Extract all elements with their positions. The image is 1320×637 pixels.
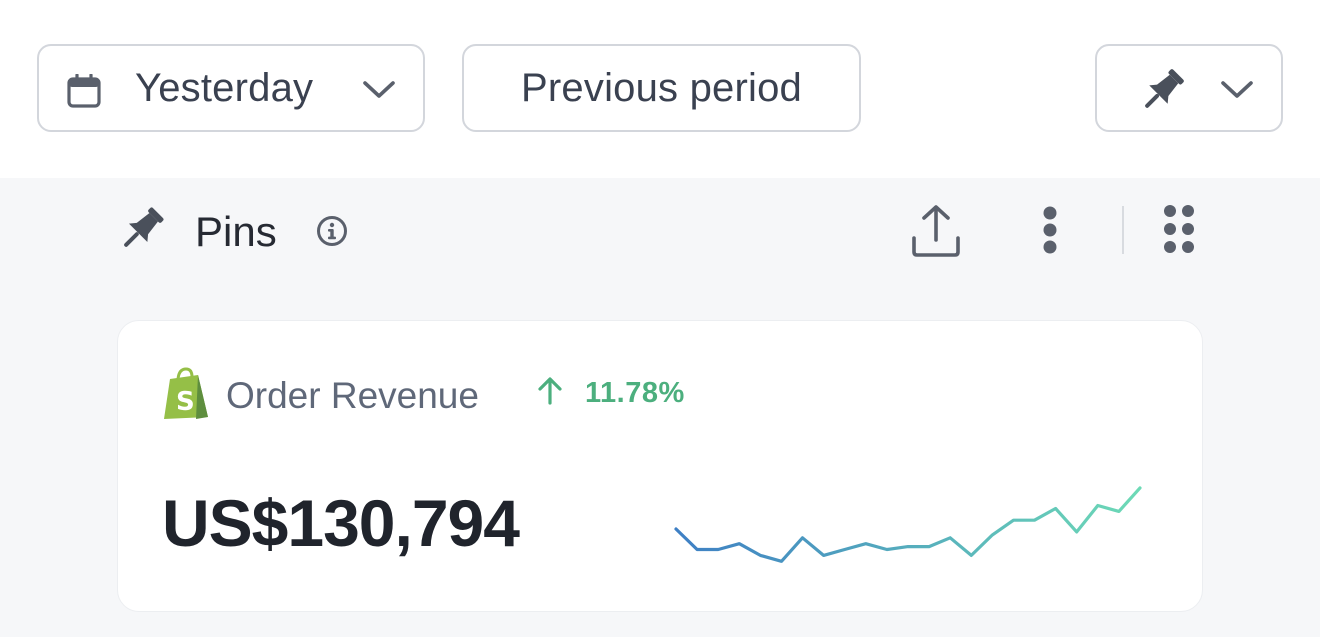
metric-value: US$130,794	[162, 486, 520, 560]
sparkline-series	[674, 486, 1142, 563]
metric-name: Order Revenue	[226, 375, 479, 416]
share-icon[interactable]	[910, 204, 962, 263]
section-title: Pins	[195, 208, 277, 255]
date-range-label: Yesterday	[135, 66, 314, 110]
more-vertical-icon[interactable]	[1038, 206, 1062, 261]
trend-percentage: 11.78%	[585, 377, 685, 409]
pin-menu-dropdown[interactable]	[1095, 44, 1283, 132]
chevron-down-icon	[1219, 78, 1255, 107]
section-header: Pins	[0, 178, 1320, 288]
date-range-dropdown[interactable]: Yesterday	[37, 44, 425, 132]
calendar-icon	[67, 73, 101, 113]
metric-card[interactable]: S Order Revenue 11.78% US$130,794	[117, 320, 1203, 612]
pin-icon	[1137, 68, 1187, 119]
drag-grid-icon[interactable]	[1160, 204, 1198, 259]
chevron-down-icon	[361, 78, 397, 107]
pin-icon	[116, 206, 166, 259]
svg-text:S: S	[176, 387, 195, 417]
pins-panel: Pins	[0, 178, 1320, 637]
toolbar: Yesterday Previous period	[0, 0, 1320, 178]
comparison-period-button[interactable]: Previous period	[462, 44, 861, 132]
toolbar-divider	[1122, 206, 1124, 254]
revenue-sparkline	[674, 486, 1142, 563]
comparison-period-label: Previous period	[521, 65, 802, 110]
info-icon[interactable]	[316, 215, 348, 252]
shopify-bag-icon: S	[162, 367, 212, 426]
arrow-up-icon	[536, 376, 564, 411]
